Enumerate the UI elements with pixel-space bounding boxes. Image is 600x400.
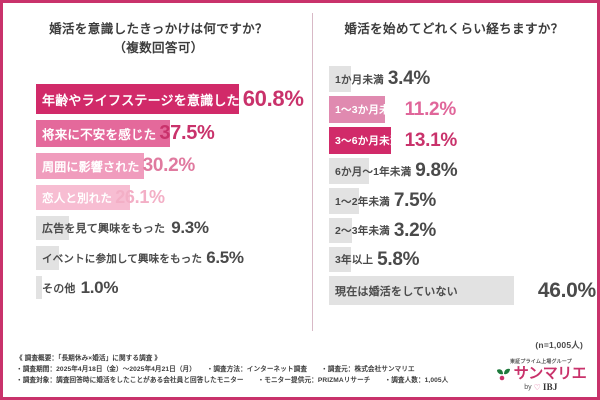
footer-overview-text: 《 調査概要：「長期休み×婚活」に関する調査 》 xyxy=(16,355,162,362)
left-chart-title: 婚活を意識したきっかけは何ですか？ （複数回答可） xyxy=(6,6,311,59)
bar-category-label: 周囲に影響された xyxy=(42,159,140,174)
bar-category-label: 2～3年未満 xyxy=(335,225,390,237)
left-chart-bars: 年齢やライフステージを意識した 60.8% 将来に不安を感じた 37.5% 周囲… xyxy=(36,84,304,305)
bar-fill xyxy=(36,84,239,114)
bar-category-label: 将来に不安を感じた xyxy=(42,128,157,142)
right-chart-title-text: 婚活を始めてどれくらい経ちますか？ xyxy=(344,22,564,36)
sample-size-note: (n=1,005人) xyxy=(535,340,583,350)
table-row: イベントに参加して興味をもった 6.5% xyxy=(36,246,301,270)
table-row: 1～3か月未満 11.2% xyxy=(329,96,589,123)
survey-footer: 《 調査概要：「長期休み×婚活」に関する調査 》 ・調査期間：2025年4月18… xyxy=(6,348,594,394)
bar-category-label: 6か月～1年未満 xyxy=(335,165,412,178)
heart-icon: ♡ xyxy=(533,382,541,392)
table-row: 6か月～1年未満 9.8% xyxy=(329,158,589,184)
bar-value-label: 7.5% xyxy=(393,190,436,211)
bar-fill xyxy=(36,216,69,240)
bar-value-label: 9.3% xyxy=(171,218,209,237)
table-row: 1～2年未満 7.5% xyxy=(329,188,589,214)
bar-value-label: 46.0% xyxy=(537,278,596,302)
footer-method: ・調査方法：インターネット調査 xyxy=(206,365,308,373)
bar-category-label: 現在は婚活をしていない xyxy=(335,285,458,298)
footer-line-target: ・調査対象：調査回答時に婚活をしたことがある会社員と回答したモニター ・モニター提… xyxy=(16,376,584,387)
logo-by-text: by xyxy=(524,384,532,391)
bar-value-label: 37.5% xyxy=(159,122,215,144)
bar-category-label: 1か月未満 xyxy=(335,73,384,86)
bar-category-label: 1～2年未満 xyxy=(335,195,390,208)
bar-value-label: 11.2% xyxy=(404,98,457,120)
bar-fill xyxy=(329,66,351,92)
bar-value-label: 6.5% xyxy=(206,248,244,267)
bar-value-label: 9.8% xyxy=(415,160,458,181)
bar-fill xyxy=(36,153,144,179)
bar-fill xyxy=(329,96,385,123)
bar-category-label: その他 xyxy=(42,282,76,295)
leaf-icon xyxy=(496,367,512,381)
logo-partner-name: IBJ xyxy=(542,382,558,392)
bar-value-label: 60.8% xyxy=(242,86,304,111)
bar-category-label: 広告を見て興味をもった xyxy=(42,223,166,235)
bar-fill xyxy=(329,276,514,305)
footer-source: ・調査元：株式会社サンマリエ xyxy=(321,365,415,373)
table-row: 広告を見て興味をもった 9.3% xyxy=(36,216,301,240)
right-chart-title: 婚活を始めてどれくらい経ちますか？ xyxy=(311,6,597,39)
footer-monitor-provider: ・モニター提供元：PRIZMAリサーチ xyxy=(257,376,371,384)
bar-fill xyxy=(329,218,352,243)
bar-fill xyxy=(329,247,351,272)
bar-fill xyxy=(329,127,391,154)
bar-fill xyxy=(36,185,130,210)
bar-value-label: 26.1% xyxy=(115,187,165,207)
table-row: その他 1.0% xyxy=(36,276,301,299)
table-row: 年齢やライフステージを意識した 60.8% xyxy=(36,84,304,114)
bar-category-label: 恋人と別れた xyxy=(42,192,113,205)
footer-respondents: ・調査人数：1,005人 xyxy=(384,376,449,384)
footer-line-period: ・調査期間：2025年4月18日（金）～2025年4月21日（月） ・調査方法：イ… xyxy=(16,365,584,376)
logo-brand-name: サンマリエ xyxy=(513,365,587,382)
bar-value-label: 5.8% xyxy=(377,248,420,270)
bar-fill xyxy=(329,158,369,184)
left-chart-subtitle: （複数回答可） xyxy=(113,41,204,56)
footer-line-overview: 《 調査概要：「長期休み×婚活」に関する調査 》 xyxy=(16,354,584,365)
left-chart-panel: 婚活を意識したきっかけは何ですか？ （複数回答可） 年齢やライフステージを意識し… xyxy=(6,6,311,336)
bar-fill xyxy=(329,188,359,214)
panel-divider xyxy=(312,13,313,331)
logo-by-row: by ♡ IBJ xyxy=(493,383,589,392)
table-row: 将来に不安を感じた 37.5% xyxy=(36,120,301,147)
bar-value-label: 13.1% xyxy=(404,129,458,151)
footer-period: ・調査期間：2025年4月18日（金）～2025年4月21日（月） xyxy=(16,365,193,373)
table-row: 恋人と別れた 26.1% xyxy=(36,185,301,210)
bar-fill xyxy=(36,120,170,147)
table-row: 現在は婚活をしていない 46.0% xyxy=(329,276,596,305)
table-row: 1か月未満 3.4% xyxy=(329,66,589,92)
bar-value-label: 3.4% xyxy=(387,68,430,89)
bar-category-label: イベントに参加して興味をもった xyxy=(42,252,203,265)
table-row: 3～6か月未満 13.1% xyxy=(329,127,589,154)
left-chart-title-text: 婚活を意識したきっかけは何ですか？ xyxy=(49,22,268,36)
footer-target: ・調査対象：調査回答時に婚活をしたことがある会社員と回答したモニター xyxy=(16,376,244,384)
bar-category-label: 3～6か月未満 xyxy=(335,135,401,147)
bar-value-label: 30.2% xyxy=(142,155,196,176)
bar-value-label: 1.0% xyxy=(80,277,119,297)
right-chart-bars: 1か月未満 3.4% 1～3か月未満 11.2% 3～6か月未満 13.1% 6… xyxy=(329,66,596,309)
bar-category-label: 1～3か月未満 xyxy=(335,104,401,116)
table-row: 3年以上 5.8% xyxy=(329,247,589,272)
bar-value-label: 3.2% xyxy=(393,219,436,241)
bar-fill xyxy=(36,246,59,270)
right-chart-panel: 婚活を始めてどれくらい経ちますか？ 1か月未満 3.4% 1～3か月未満 11.… xyxy=(311,6,597,336)
bar-fill xyxy=(36,276,42,299)
logo-main-row: サンマリエ xyxy=(493,366,589,381)
logo-tagline: 東証プライム上場グループ xyxy=(509,359,572,365)
table-row: 周囲に影響された 30.2% xyxy=(36,153,301,179)
table-row: 2～3年未満 3.2% xyxy=(329,218,589,243)
bar-category-label: 3年以上 xyxy=(335,254,374,266)
sunmarie-logo: 東証プライム上場グループ サンマリエ by ♡ IBJ xyxy=(493,360,589,392)
bar-category-label: 年齢やライフステージを意識した xyxy=(42,92,240,108)
